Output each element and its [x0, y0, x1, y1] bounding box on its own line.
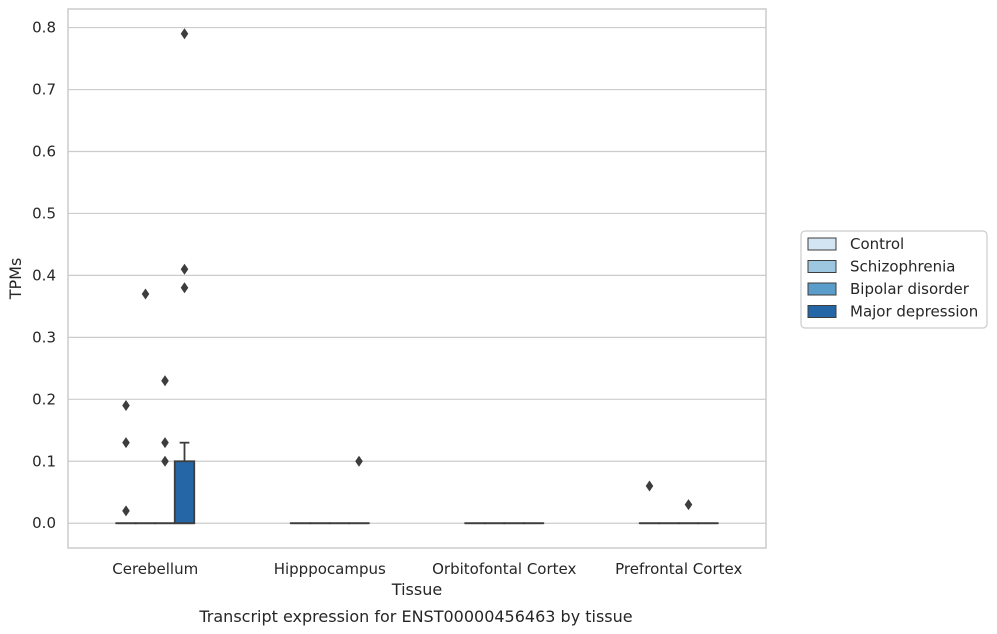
chart-caption: Transcript expression for ENST0000045646…: [198, 607, 632, 626]
outlier-point: [684, 499, 693, 511]
outlier-point: [161, 375, 169, 387]
box-group: [134, 288, 157, 525]
box-group: [173, 28, 196, 525]
box-group: [638, 480, 661, 525]
y-tick-label: 0.2: [32, 390, 56, 408]
legend-swatch: [807, 260, 837, 273]
outlier-point: [141, 288, 150, 300]
y-tick-label: 0.8: [32, 19, 56, 37]
outlier-point: [122, 437, 130, 449]
legend-swatch: [807, 282, 837, 296]
y-tick-label: 0.4: [32, 266, 56, 284]
x-axis-label: Tissue: [391, 580, 442, 599]
legend-label: Schizophrenia: [850, 258, 955, 276]
legend-label: Major depression: [850, 303, 978, 321]
box-group: [115, 400, 137, 525]
outlier-point: [122, 400, 130, 412]
y-tick-label: 0.3: [32, 328, 56, 346]
x-axis-ticks: Cerebellum Hipppocampus Orbitofontal Corte…: [112, 560, 742, 578]
y-tick-label: 0.1: [32, 452, 56, 470]
outlier-point: [645, 480, 654, 492]
x-tick-label: Prefrontal Cortex: [615, 560, 742, 578]
box-series: [115, 28, 719, 525]
outlier-point: [180, 282, 189, 294]
y-tick-label: 0.5: [32, 204, 56, 222]
y-tick-label: 0.7: [32, 81, 56, 99]
box-group: [677, 499, 700, 525]
gridlines: [68, 26, 766, 524]
box-group: [348, 455, 370, 525]
y-tick-label: 0.6: [32, 142, 56, 160]
legend-swatch: [807, 305, 837, 318]
y-axis-ticks: 0.0 0.1 0.2 0.3 0.4 0.5 0.6 0.7 0.8: [32, 19, 56, 533]
outlier-point: [355, 455, 363, 467]
plot-area-frame: [67, 8, 767, 549]
x-tick-label: Orbitofontal Cortex: [432, 560, 576, 578]
legend-label: Bipolar disorder: [850, 280, 970, 298]
y-tick-label: 0.0: [32, 514, 56, 532]
legend-label: Control: [850, 235, 904, 253]
outlier-point: [161, 437, 169, 449]
x-tick-label: Cerebellum: [112, 560, 198, 578]
x-tick-label: Hipppocampus: [274, 560, 386, 578]
outlier-point: [180, 28, 189, 40]
outlier-point: [122, 505, 130, 517]
outlier-point: [161, 455, 169, 467]
outlier-point: [180, 263, 189, 275]
y-axis-label: TPMs: [6, 258, 25, 301]
box-group: [154, 375, 176, 525]
legend: Control Schizophrenia Bipolar disorder Majo…: [800, 230, 988, 329]
legend-frame: [800, 230, 988, 329]
legend-swatch: [807, 237, 837, 251]
box: [173, 460, 196, 525]
